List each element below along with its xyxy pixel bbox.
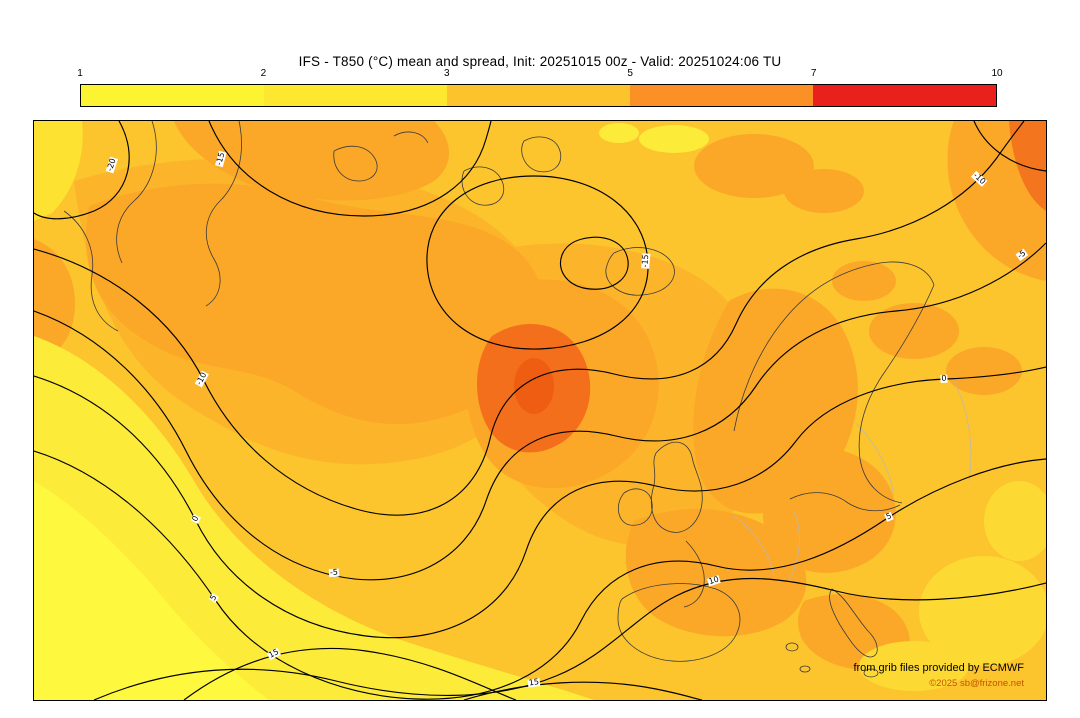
weather-map-svg xyxy=(34,121,1046,700)
credit-provider: from grib files provided by ECMWF xyxy=(853,662,1024,674)
colorbar-segment xyxy=(264,85,447,106)
spread-fill-layer xyxy=(34,121,1046,700)
country-borders xyxy=(733,380,972,582)
colorbar-tick: 5 xyxy=(627,68,633,79)
map-frame: -20 -15 -15 -10 -10 -5 -5 0 0 5 5 10 15 15 from grib … xyxy=(33,120,1047,701)
credit-copyright: ©2025 sb@frizone.net xyxy=(929,678,1024,689)
colorbar xyxy=(80,84,997,107)
colorbar-segment xyxy=(81,85,264,106)
colorbar-segment xyxy=(813,85,996,106)
colorbar-tick: 10 xyxy=(991,68,1003,79)
colorbar-segment xyxy=(447,85,630,106)
coastlines xyxy=(63,121,935,678)
colorbar-segment xyxy=(630,85,813,106)
colorbar-tick: 3 xyxy=(444,68,450,79)
colorbar-tick: 2 xyxy=(260,68,267,79)
page-title: IFS - T850 (°C) mean and spread, Init: 2… xyxy=(298,54,782,69)
colorbar-ticks: 1 2 3 5 7 10 xyxy=(77,68,1002,81)
colorbar-tick: 7 xyxy=(810,68,817,79)
colorbar-tick: 1 xyxy=(77,68,83,79)
